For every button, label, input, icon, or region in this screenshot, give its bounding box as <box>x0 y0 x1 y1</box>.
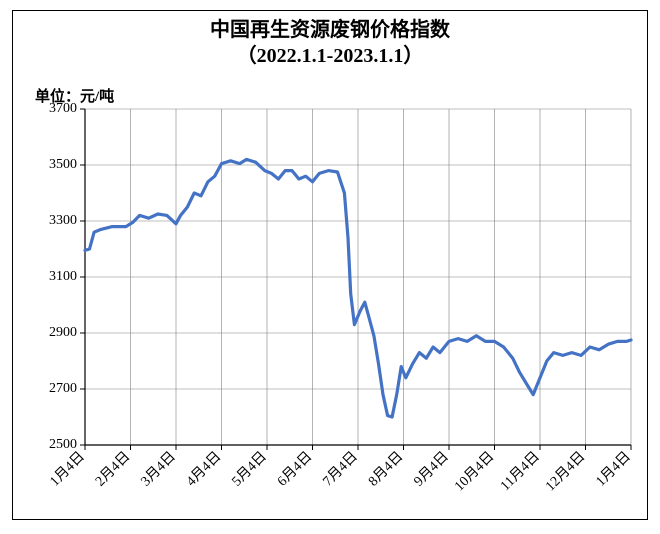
svg-text:2900: 2900 <box>49 325 77 340</box>
svg-text:2月4日: 2月4日 <box>92 449 133 490</box>
svg-text:3700: 3700 <box>49 101 77 116</box>
svg-text:2700: 2700 <box>49 381 77 396</box>
svg-text:5月4日: 5月4日 <box>229 449 270 490</box>
svg-text:6月4日: 6月4日 <box>274 449 315 490</box>
svg-text:11月4日: 11月4日 <box>497 449 543 495</box>
svg-text:12月4日: 12月4日 <box>542 449 588 495</box>
svg-text:10月4日: 10月4日 <box>451 449 497 495</box>
svg-text:3月4日: 3月4日 <box>138 449 179 490</box>
svg-text:3500: 3500 <box>49 157 77 172</box>
plot-svg: 25002700290031003300350037001月4日2月4日3月4日… <box>13 11 649 521</box>
svg-text:4月4日: 4月4日 <box>183 449 224 490</box>
svg-text:8月4日: 8月4日 <box>365 449 406 490</box>
svg-text:1月4日: 1月4日 <box>593 449 634 490</box>
svg-text:7月4日: 7月4日 <box>320 449 361 490</box>
svg-text:9月4日: 9月4日 <box>411 449 452 490</box>
svg-text:3300: 3300 <box>49 213 77 228</box>
chart-container: 中国再生资源废钢价格指数 （2022.1.1-2023.1.1） 单位：元/吨 … <box>12 10 648 520</box>
svg-text:2500: 2500 <box>49 437 77 452</box>
svg-text:3100: 3100 <box>49 269 77 284</box>
svg-text:1月4日: 1月4日 <box>47 449 88 490</box>
